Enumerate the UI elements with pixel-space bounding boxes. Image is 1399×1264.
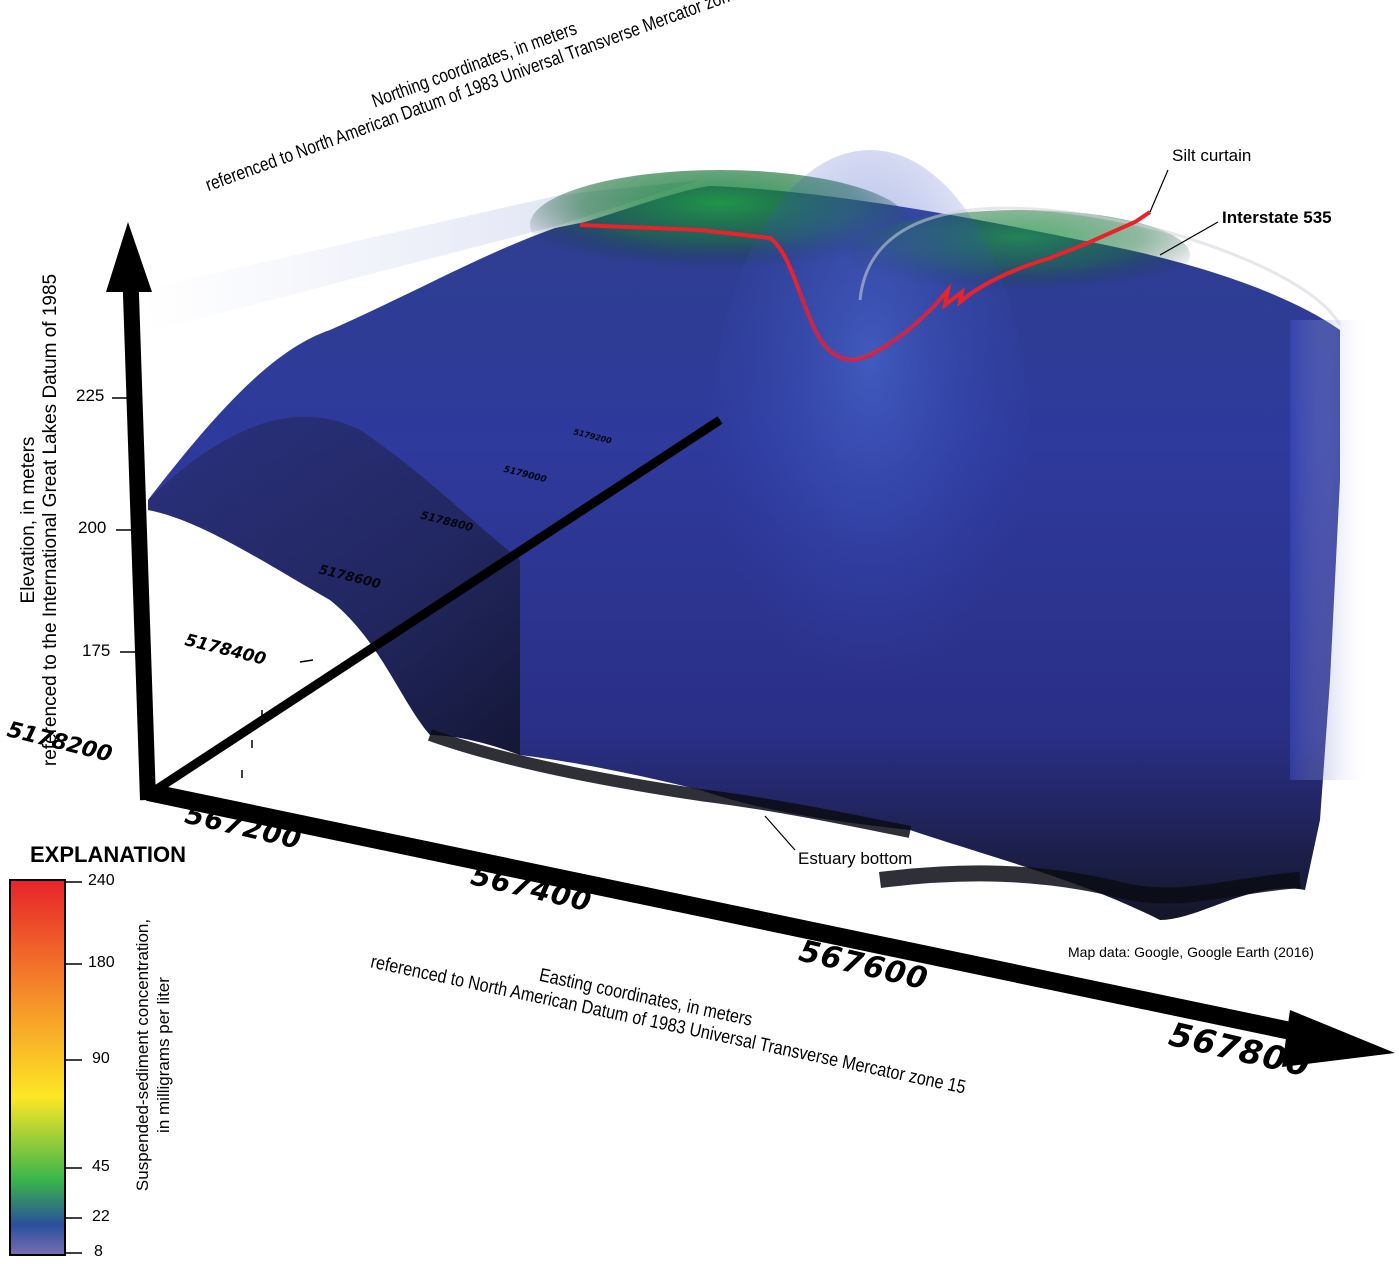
elevation-tick-175: 175 <box>82 641 111 660</box>
legend-colorbar <box>9 879 82 1256</box>
elevation-tick-200: 200 <box>78 518 107 537</box>
legend-title: EXPLANATION <box>30 842 187 867</box>
map-credit: Map data: Google, Google Earth (2016) <box>1068 944 1314 960</box>
elevation-title-line2: referenced to the International Great La… <box>40 273 61 767</box>
elevation-tick-225: 225 <box>76 386 105 405</box>
legend-tick-90: 90 <box>92 1050 110 1067</box>
legend-label-line1: Suspended-sediment concentration, <box>133 918 152 1192</box>
elevation-title-line1: Elevation, in meters <box>18 436 39 604</box>
legend-label-line2: in milligrams per liter <box>154 977 173 1133</box>
legend-tick-8: 8 <box>94 1243 103 1260</box>
northing-axis <box>145 416 723 799</box>
interstate-label: Interstate 535 <box>1222 208 1332 227</box>
estuary-bottom-label: Estuary bottom <box>798 849 913 868</box>
easting-axis <box>146 783 1312 1044</box>
interstate-leader <box>1159 221 1219 256</box>
silt-curtain-label: Silt curtain <box>1172 146 1252 165</box>
legend-label: Suspended-sediment concentration, in mil… <box>132 890 174 1220</box>
legend-tick-22: 22 <box>92 1208 110 1225</box>
sediment-volume <box>148 150 1370 920</box>
elevation-axis-title: Elevation, in meters referenced to the I… <box>18 270 62 770</box>
silt-curtain-leader <box>1149 169 1169 213</box>
elevation-axis <box>122 264 156 801</box>
legend-tick-240: 240 <box>88 872 115 889</box>
legend-tick-180: 180 <box>88 954 115 971</box>
estuary-bottom-leader <box>764 815 796 851</box>
axes <box>106 222 1395 1067</box>
legend-tick-45: 45 <box>92 1158 110 1175</box>
